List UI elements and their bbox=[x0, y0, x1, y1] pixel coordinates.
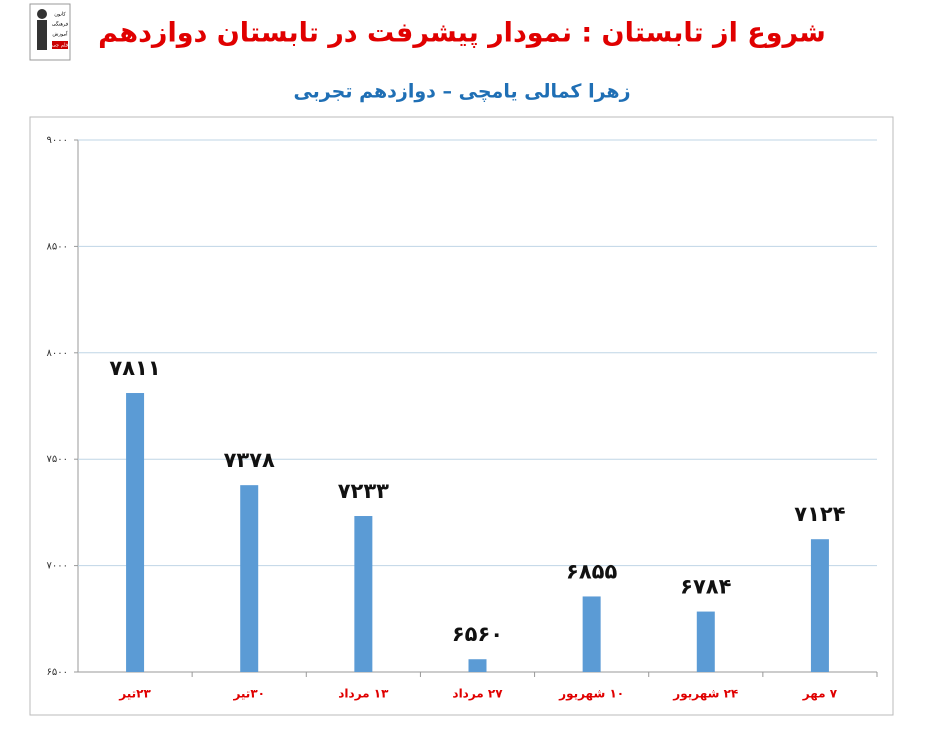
bar bbox=[582, 596, 601, 672]
bar bbox=[810, 539, 829, 672]
data-label: ۷۱۲۴ bbox=[794, 502, 845, 526]
x-tick-label: ۱۳ مرداد bbox=[338, 687, 389, 701]
data-label: ۶۷۸۴ bbox=[680, 575, 731, 599]
y-tick-label: ۸۵۰۰ bbox=[47, 241, 68, 252]
y-tick-label: ۷۵۰۰ bbox=[47, 454, 68, 465]
data-label: ۷۸۱۱ bbox=[109, 356, 160, 380]
data-label: ۷۳۷۸ bbox=[224, 448, 275, 472]
x-tick-label: ۱۰ شهریور bbox=[558, 687, 624, 702]
bar bbox=[126, 393, 145, 672]
logo-text: فرهنگی bbox=[52, 21, 69, 28]
chart-frame bbox=[29, 116, 894, 716]
x-tick-label: ۲۷ مرداد bbox=[452, 687, 503, 701]
x-tick-label: ۲۴ شهریور bbox=[672, 687, 738, 702]
y-tick-label: ۹۰۰۰ bbox=[47, 135, 68, 146]
chart-subtitle: زهرا کمالی یامچی – دوازدهم تجربی bbox=[293, 81, 630, 103]
logo-text: آموزش bbox=[52, 31, 68, 38]
bar bbox=[468, 659, 487, 672]
bar bbox=[696, 611, 715, 672]
x-tick-label: ۷ مهر bbox=[802, 687, 838, 701]
x-tick-label: ۲۳تیر bbox=[118, 687, 151, 701]
data-label: ۶۵۶۰ bbox=[452, 622, 503, 646]
chart-title: شروع از تابستان : نمودار پیشرفت در تابست… bbox=[98, 18, 826, 49]
data-label: ۷۲۳۳ bbox=[338, 479, 389, 503]
logo-text: قلم چی bbox=[52, 43, 69, 49]
y-tick-label: ۶۵۰۰ bbox=[47, 667, 68, 678]
logo-icon bbox=[37, 20, 47, 50]
logo-icon bbox=[37, 9, 47, 19]
y-tick-label: ۸۰۰۰ bbox=[47, 348, 68, 359]
bar bbox=[240, 485, 259, 672]
logo-frame bbox=[29, 3, 71, 61]
bar bbox=[354, 516, 373, 672]
logo-text: کانون bbox=[54, 12, 66, 18]
logo: کانون فرهنگی آموزش قلم چی bbox=[29, 3, 71, 61]
data-label: ۶۸۵۵ bbox=[566, 559, 617, 583]
y-tick-label: ۷۰۰۰ bbox=[47, 561, 68, 572]
x-tick-label: ۳۰تیر bbox=[232, 687, 265, 701]
logo-badge bbox=[52, 41, 68, 49]
